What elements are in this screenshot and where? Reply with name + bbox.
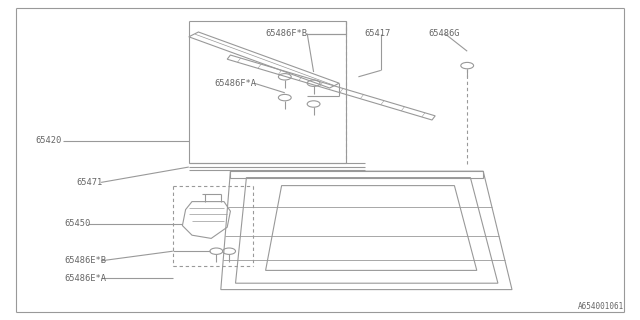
Text: 65420: 65420 — [35, 136, 61, 145]
Text: A654001061: A654001061 — [578, 302, 624, 311]
Text: 65486F*B: 65486F*B — [266, 29, 308, 38]
Text: 65471: 65471 — [77, 178, 103, 187]
Text: 65417: 65417 — [365, 29, 391, 38]
Text: 65486F*A: 65486F*A — [214, 79, 257, 88]
Text: 65486E*B: 65486E*B — [64, 256, 106, 265]
Text: 65450: 65450 — [64, 220, 90, 228]
Text: 65486E*A: 65486E*A — [64, 274, 106, 283]
Text: 65486G: 65486G — [429, 29, 460, 38]
